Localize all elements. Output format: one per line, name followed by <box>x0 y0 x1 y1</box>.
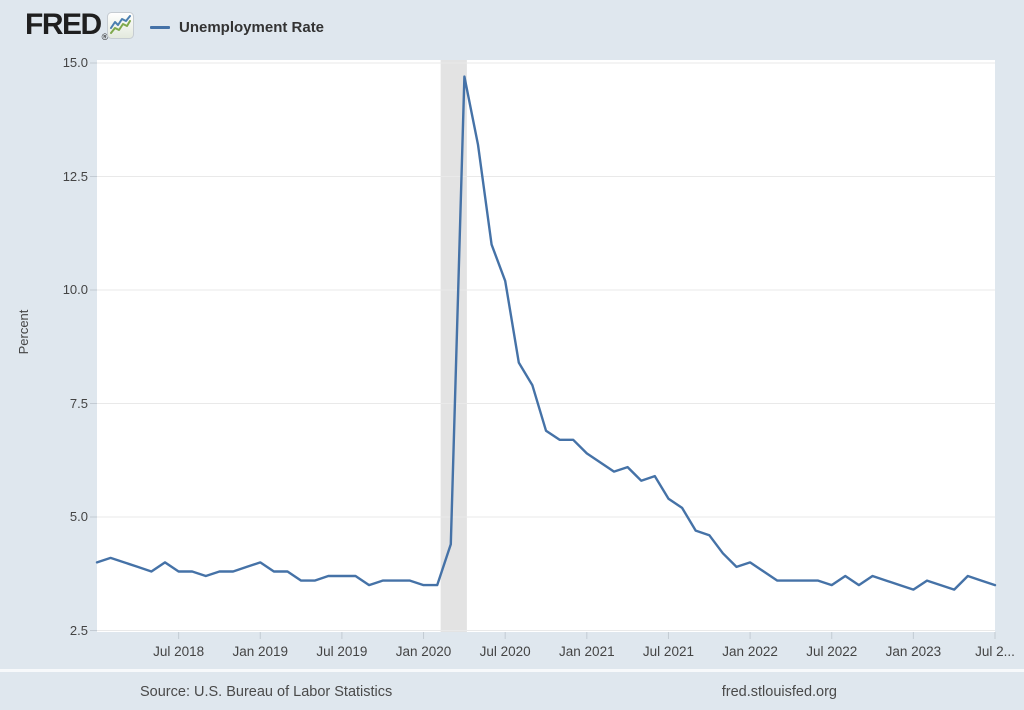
x-tick-label: Jul 2019 <box>316 644 368 659</box>
x-tick-label: Jul 2018 <box>153 644 205 659</box>
footer-separator <box>0 669 1024 672</box>
x-tick-label: Jan 2022 <box>722 644 778 659</box>
legend-series-label: Unemployment Rate <box>179 18 325 36</box>
x-tick-label: Jul 2022 <box>806 644 858 659</box>
x-tick-label: Jan 2023 <box>885 644 942 659</box>
fred-logo-text: FRED <box>25 8 102 41</box>
y-tick-label: 15.0 <box>62 55 88 70</box>
fred-logo[interactable]: FRED® <box>25 8 134 42</box>
x-tick-label: Jan 2020 <box>395 644 452 659</box>
sparkline-chart-icon <box>107 12 134 39</box>
y-tick-label: 2.5 <box>69 622 88 638</box>
footer: Source: U.S. Bureau of Labor Statistics … <box>140 684 837 700</box>
legend-line-swatch <box>150 25 170 29</box>
y-tick-label: 7.5 <box>69 395 88 411</box>
x-tick-label: Jan 2021 <box>559 644 615 659</box>
x-tick-label: Jul 2020 <box>479 644 531 659</box>
x-tick-label: Jan 2019 <box>232 644 289 659</box>
x-tick-label: Jul 2021 <box>642 644 694 659</box>
source-note: Source: U.S. Bureau of Labor Statistics <box>140 684 393 700</box>
plot-area <box>97 60 995 632</box>
y-axis-title: Percent <box>16 309 31 355</box>
y-tick-label: 12.5 <box>62 168 88 184</box>
x-tick-label: Jul 2... <box>975 644 1015 659</box>
fred-site-link[interactable]: fred.stlouisfed.org <box>721 684 837 700</box>
registered-trademark: ® <box>101 32 109 42</box>
legend: Unemployment Rate <box>150 14 324 40</box>
y-tick-label: 10.0 <box>62 282 88 297</box>
y-tick-label: 5.0 <box>69 509 88 524</box>
